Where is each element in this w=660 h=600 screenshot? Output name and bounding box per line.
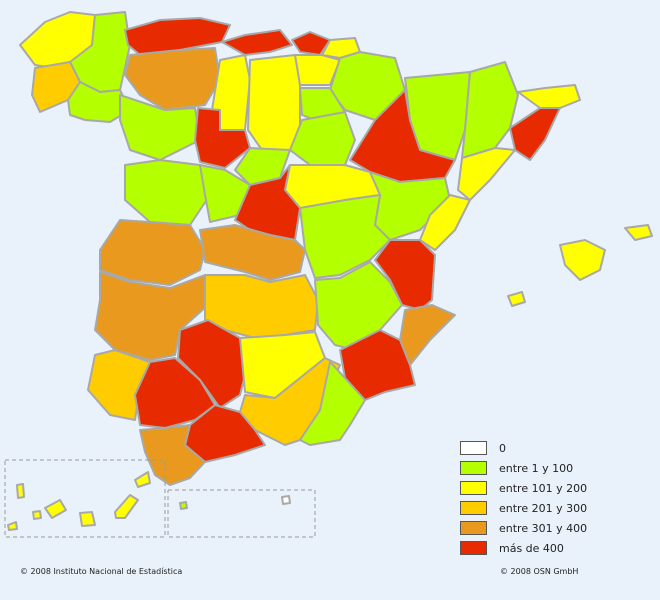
legend-swatch — [460, 461, 487, 475]
island-el-hierro[interactable] — [7, 521, 18, 531]
province-cantabria[interactable] — [221, 29, 293, 56]
province-caceres[interactable] — [99, 219, 206, 286]
province-toledo[interactable] — [199, 224, 306, 281]
province-lleida[interactable] — [461, 61, 519, 159]
province-cordoba[interactable] — [177, 319, 246, 409]
legend: 0 entre 1 y 100 entre 101 y 200 entre 201 y… — [460, 438, 587, 558]
ceuta-melilla-inset-frame — [167, 489, 316, 538]
legend-label: entre 201 y 300 — [499, 501, 588, 515]
legend-item: entre 201 y 300 — [460, 498, 587, 518]
province-barcelona[interactable] — [509, 107, 561, 161]
island-la-gomera[interactable] — [32, 510, 42, 520]
legend-swatch — [460, 481, 487, 495]
island-ibiza[interactable] — [507, 291, 526, 307]
province-zamora[interactable] — [119, 94, 201, 161]
legend-label: más de 400 — [499, 541, 564, 555]
legend-label: entre 301 y 400 — [499, 521, 588, 535]
province-girona[interactable] — [517, 84, 581, 109]
credit-osn: © 2008 OSN GmbH — [500, 567, 579, 576]
island-fuerteventura[interactable] — [114, 494, 139, 519]
legend-swatch — [460, 501, 487, 515]
province-salamanca[interactable] — [124, 159, 211, 226]
legend-swatch — [460, 541, 487, 555]
province-burgos[interactable] — [247, 54, 301, 151]
island-menorca[interactable] — [624, 224, 653, 241]
legend-swatch — [460, 441, 487, 455]
province-badajoz[interactable] — [94, 271, 209, 361]
province-albacete[interactable] — [314, 261, 403, 351]
province-cuenca[interactable] — [299, 194, 391, 279]
island-tenerife[interactable] — [44, 499, 67, 519]
province-castellon[interactable] — [419, 194, 471, 251]
legend-label: 0 — [499, 441, 506, 455]
legend-label: entre 101 y 200 — [499, 481, 588, 495]
island-la-palma[interactable] — [16, 483, 25, 499]
island-mallorca[interactable] — [559, 239, 606, 281]
province-ceuta[interactable] — [179, 501, 188, 510]
legend-swatch — [460, 521, 487, 535]
island-gran-canaria[interactable] — [79, 511, 96, 527]
province-alicante[interactable] — [399, 304, 456, 366]
legend-item: entre 101 y 200 — [460, 478, 587, 498]
province-melilla[interactable] — [281, 495, 291, 505]
legend-label: entre 1 y 100 — [499, 461, 574, 475]
credit-ine: © 2008 Instituto Nacional de Estadística — [20, 567, 183, 576]
legend-item: entre 1 y 100 — [460, 458, 587, 478]
province-leon[interactable] — [124, 47, 221, 111]
province-almeria[interactable] — [299, 361, 366, 446]
province-tarragona[interactable] — [457, 147, 516, 201]
legend-item: más de 400 — [460, 538, 587, 558]
legend-item: 0 — [460, 438, 587, 458]
island-lanzarote[interactable] — [134, 471, 151, 488]
canary-inset-frame — [4, 459, 166, 538]
province-zaragoza[interactable] — [349, 89, 456, 183]
province-cadiz[interactable] — [139, 424, 206, 486]
legend-item: entre 301 y 400 — [460, 518, 587, 538]
